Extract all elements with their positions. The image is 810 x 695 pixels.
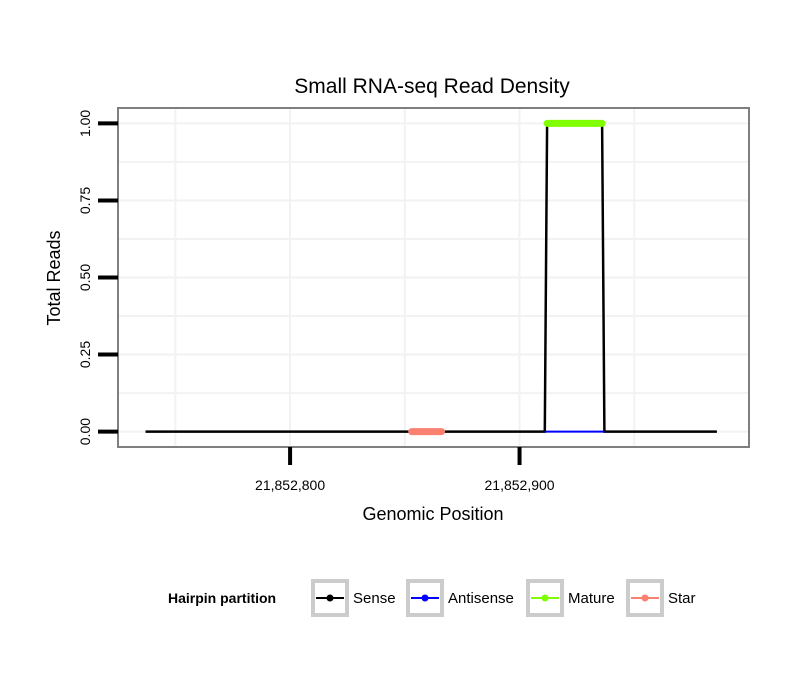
axes: 0.00 0.25 0.50 0.75 1.00 21,852,800 21,852,900 bbox=[77, 110, 555, 493]
y-tick-label: 0.00 bbox=[77, 418, 93, 445]
legend-entry: Antisense bbox=[406, 579, 514, 617]
legend-label: Mature bbox=[568, 590, 615, 607]
legend-key-point bbox=[641, 594, 649, 602]
y-tick-label: 0.25 bbox=[77, 341, 93, 368]
legend: Hairpin partition Sense Antisense Mature St… bbox=[168, 579, 696, 617]
legend-entries: Sense Antisense Mature Star bbox=[311, 579, 696, 617]
legend-label: Star bbox=[668, 590, 696, 607]
legend-title: Hairpin partition bbox=[168, 590, 276, 606]
x-tick-label: 21,852,900 bbox=[485, 477, 555, 493]
legend-key-point bbox=[326, 594, 334, 602]
grid-lines bbox=[118, 108, 750, 447]
legend-key-point bbox=[541, 594, 549, 602]
chart-title: Small RNA-seq Read Density bbox=[294, 75, 570, 98]
legend-key-point bbox=[421, 594, 429, 602]
y-axis-label: Total Reads bbox=[44, 230, 64, 325]
y-tick-label: 0.50 bbox=[77, 264, 93, 291]
data-series bbox=[145, 119, 717, 436]
legend-entry: Star bbox=[626, 579, 696, 617]
x-axis-label: Genomic Position bbox=[362, 504, 503, 524]
x-tick-label: 21,852,800 bbox=[255, 477, 325, 493]
legend-entry: Sense bbox=[311, 579, 396, 617]
legend-label: Sense bbox=[353, 590, 396, 607]
y-tick-label: 1.00 bbox=[77, 110, 93, 137]
legend-entry: Mature bbox=[526, 579, 615, 617]
y-tick-label: 0.75 bbox=[77, 187, 93, 214]
legend-label: Antisense bbox=[448, 590, 514, 607]
